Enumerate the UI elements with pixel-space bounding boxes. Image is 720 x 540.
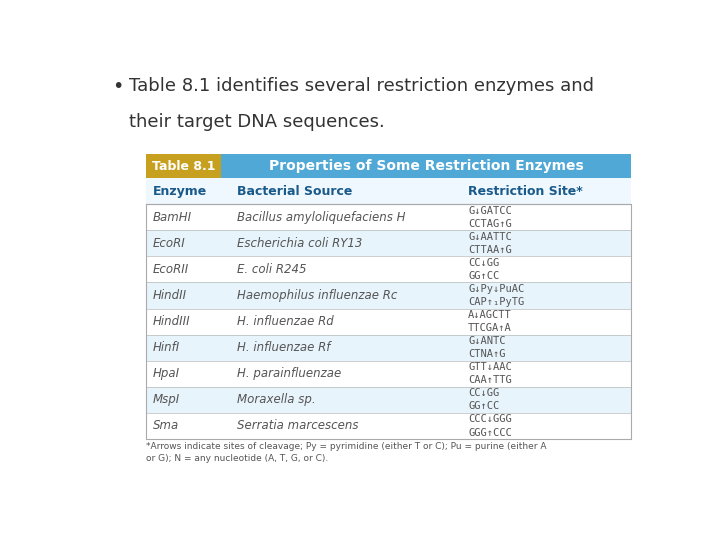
Text: Table 8.1 identifies several restriction enzymes and: Table 8.1 identifies several restriction… [129,77,594,95]
Text: Serratia marcescens: Serratia marcescens [238,420,359,433]
Text: HinfI: HinfI [153,341,180,354]
Text: Properties of Some Restriction Enzymes: Properties of Some Restriction Enzymes [269,159,584,173]
Text: E. coli R245: E. coli R245 [238,263,307,276]
Text: HindIII: HindIII [153,315,190,328]
Text: BamHI: BamHI [153,211,192,224]
Bar [145,282,631,308]
Bar [145,387,631,413]
Text: Escherichia coli RY13: Escherichia coli RY13 [238,237,363,249]
Text: Bacillus amyloliquefaciens H: Bacillus amyloliquefaciens H [238,211,406,224]
Text: HpaI: HpaI [153,367,179,380]
Text: Table 8.1: Table 8.1 [152,160,215,173]
Bar [145,204,631,439]
Text: Bacterial Source: Bacterial Source [238,185,353,198]
Text: CCC↓GGG
GGG↑CCC: CCC↓GGG GGG↑CCC [468,414,512,437]
Text: Haemophilus influenzae Rc: Haemophilus influenzae Rc [238,289,398,302]
Text: G↓Py↓PuAC
CAP↑₁PyTG: G↓Py↓PuAC CAP↑₁PyTG [468,284,524,307]
Text: MspI: MspI [153,393,180,407]
Bar [145,154,631,178]
Bar [145,230,631,256]
Text: G↓ANTC
CTNA↑G: G↓ANTC CTNA↑G [468,336,505,359]
Text: Sma: Sma [153,420,179,433]
Text: EcoRII: EcoRII [153,263,189,276]
Text: H. influenzae Rf: H. influenzae Rf [238,341,330,354]
Text: EcoRI: EcoRI [153,237,185,249]
Text: GTT↓AAC
CAA↑TTG: GTT↓AAC CAA↑TTG [468,362,512,386]
Text: CC↓GG
GG↑CC: CC↓GG GG↑CC [468,258,499,281]
Text: A↓AGCTT
TTCGA↑A: A↓AGCTT TTCGA↑A [468,310,512,333]
Text: H. parainfluenzae: H. parainfluenzae [238,367,342,380]
Text: H. influenzae Rd: H. influenzae Rd [238,315,334,328]
Bar [145,154,221,178]
Text: G↓GATCC
CCTAG↑G: G↓GATCC CCTAG↑G [468,206,512,229]
Text: *Arrows indicate sites of cleavage; Py = pyrimidine (either T or C); Pu = purine: *Arrows indicate sites of cleavage; Py =… [145,442,546,463]
Text: their target DNA sequences.: their target DNA sequences. [129,113,384,131]
Bar [145,335,631,361]
Bar [145,178,631,204]
Text: G↓AATTC
CTTAA↑G: G↓AATTC CTTAA↑G [468,232,512,255]
Text: Enzyme: Enzyme [153,185,207,198]
Text: HindII: HindII [153,289,186,302]
Text: Moraxella sp.: Moraxella sp. [238,393,316,407]
Text: CC↓GG
GG↑CC: CC↓GG GG↑CC [468,388,499,411]
Text: Restriction Site*: Restriction Site* [468,185,582,198]
Text: •: • [112,77,124,96]
